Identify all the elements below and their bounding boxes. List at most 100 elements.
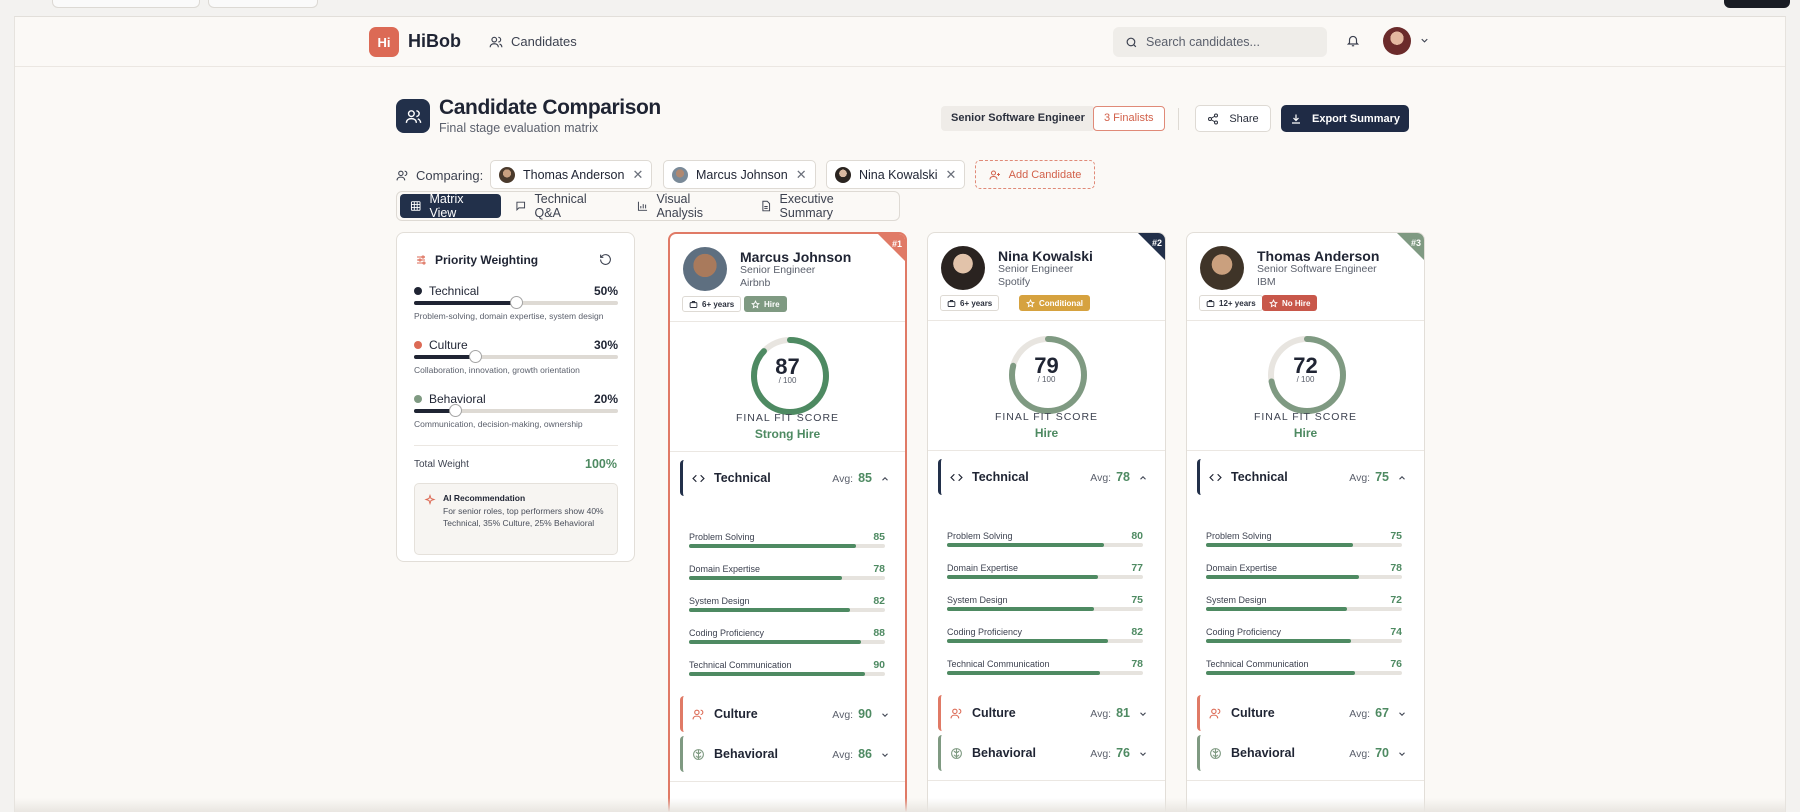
- tab-visual-analysis[interactable]: Visual Analysis: [627, 192, 746, 220]
- candidate-chip-marcus[interactable]: Marcus Johnson ✕: [663, 160, 816, 189]
- weight-name: Technical: [429, 284, 480, 298]
- category-behavioral[interactable]: Behavioral Avg: 86: [680, 736, 896, 772]
- divider: [670, 451, 905, 452]
- close-icon[interactable]: ✕: [795, 166, 807, 182]
- candidate-role: Senior Engineer: [998, 263, 1074, 275]
- subscore-row: Domain Expertise 78: [689, 563, 885, 580]
- chevron-down-icon[interactable]: [1419, 35, 1430, 46]
- browser-action-button[interactable]: [1724, 0, 1790, 8]
- candidate-role: Senior Software Engineer: [1257, 263, 1377, 275]
- category-behavioral[interactable]: Behavioral Avg: 70: [1197, 735, 1413, 771]
- add-candidate-button[interactable]: Add Candidate: [975, 160, 1095, 189]
- close-icon[interactable]: ✕: [945, 166, 957, 182]
- subscore-row: System Design 72: [1206, 594, 1402, 611]
- avg-value: 90: [858, 707, 872, 721]
- chevron-down-icon[interactable]: [880, 709, 890, 723]
- comparing-label: Comparing:: [396, 168, 483, 183]
- slider-thumb[interactable]: [510, 296, 523, 309]
- document-icon: [762, 200, 771, 212]
- category-technical[interactable]: Technical Avg: 78: [938, 459, 1154, 495]
- users-icon: [489, 36, 503, 47]
- candidate-chip-nina[interactable]: Nina Kowalski ✕: [826, 160, 966, 189]
- chevron-down-icon[interactable]: [1138, 708, 1148, 722]
- weight-row-culture: Culture 30% Collaboration, innovation, g…: [414, 338, 618, 375]
- divider: [928, 780, 1165, 781]
- avatar: [835, 166, 851, 183]
- category-technical[interactable]: Technical Avg: 85: [680, 460, 896, 496]
- subscore-label: Problem Solving: [1206, 531, 1272, 541]
- subscore-value: 88: [873, 627, 885, 639]
- rank-number: #2: [1151, 238, 1162, 248]
- hibob-logo[interactable]: Hi: [369, 27, 399, 57]
- culture-slider[interactable]: [414, 350, 618, 363]
- verdict-text: No Hire: [1282, 298, 1311, 308]
- final-fit-label: FINAL FIT SCORE: [735, 412, 840, 424]
- avg-value: 75: [1375, 470, 1389, 484]
- subscore-row: Problem Solving 85: [689, 531, 885, 548]
- reset-icon[interactable]: [599, 253, 612, 266]
- chip-label: Nina Kowalski: [859, 167, 938, 182]
- chevron-down-icon[interactable]: [1397, 748, 1407, 762]
- export-summary-button[interactable]: Export Summary: [1281, 105, 1409, 132]
- category-culture[interactable]: Culture Avg: 90: [680, 696, 896, 732]
- chevron-down-icon[interactable]: [880, 749, 890, 763]
- subscore-row: Problem Solving 75: [1206, 530, 1402, 547]
- category-average: Avg: 81: [1090, 706, 1130, 720]
- category-label: Culture: [972, 706, 1016, 720]
- category-culture[interactable]: Culture Avg: 67: [1197, 695, 1413, 731]
- briefcase-icon: [1206, 299, 1215, 307]
- chevron-down-icon[interactable]: [1138, 748, 1148, 762]
- subscore-fill: [947, 607, 1094, 611]
- share-button[interactable]: Share: [1195, 105, 1271, 132]
- category-average: Avg: 75: [1349, 470, 1389, 484]
- weight-row-technical: Technical 50% Problem-solving, domain ex…: [414, 284, 618, 321]
- subscore-value: 78: [873, 563, 885, 575]
- technical-slider[interactable]: [414, 296, 618, 309]
- chevron-down-icon[interactable]: [1397, 708, 1407, 722]
- browser-tab[interactable]: [52, 0, 200, 8]
- browser-tab[interactable]: [208, 0, 318, 8]
- subscore-fill: [689, 608, 850, 612]
- subscore-track: [947, 543, 1143, 547]
- close-icon[interactable]: ✕: [632, 166, 644, 182]
- tab-executive-summary[interactable]: Executive Summary: [750, 192, 896, 220]
- user-avatar[interactable]: [1383, 27, 1411, 55]
- avg-label: Avg:: [1349, 748, 1371, 760]
- avg-value: 67: [1375, 706, 1389, 720]
- category-label: Culture: [714, 707, 758, 721]
- bell-icon[interactable]: [1346, 33, 1360, 48]
- candidate-card[interactable]: #2 Nina Kowalski Senior Engineer Spotify…: [927, 232, 1166, 812]
- candidate-card[interactable]: #1 Marcus Johnson Senior Engineer Airbnb…: [668, 232, 907, 812]
- category-technical[interactable]: Technical Avg: 75: [1197, 459, 1413, 495]
- slider-thumb[interactable]: [448, 404, 462, 417]
- rank-corner: [1138, 233, 1165, 260]
- avg-value: 86: [858, 747, 872, 761]
- slider-thumb[interactable]: [469, 350, 483, 363]
- subscore-track: [1206, 607, 1402, 611]
- search-input[interactable]: Search candidates...: [1113, 27, 1327, 57]
- behavioral-slider[interactable]: [414, 404, 618, 417]
- category-label: Technical: [714, 471, 771, 485]
- weight-pct: 20%: [593, 392, 618, 406]
- chevron-up-icon[interactable]: [1138, 472, 1148, 486]
- behavioral-dot: [414, 395, 422, 403]
- brand-name: HiBob: [408, 31, 461, 51]
- avg-label: Avg:: [1090, 472, 1112, 484]
- category-culture[interactable]: Culture Avg: 81: [938, 695, 1154, 731]
- candidate-card[interactable]: #3 Thomas Anderson Senior Software Engin…: [1186, 232, 1425, 812]
- subscore-label: Domain Expertise: [689, 564, 761, 574]
- nav-candidates[interactable]: Candidates: [489, 34, 577, 49]
- category-behavioral[interactable]: Behavioral Avg: 76: [938, 735, 1154, 771]
- chevron-up-icon[interactable]: [1397, 472, 1407, 486]
- weighting-title-text: Priority Weighting: [435, 253, 539, 267]
- subscore-label: Coding Proficiency: [689, 628, 765, 638]
- chevron-up-icon[interactable]: [880, 473, 890, 487]
- tab-technical-qa[interactable]: Technical Q&A: [505, 192, 623, 220]
- subscore-label: Coding Proficiency: [947, 627, 1023, 637]
- subscore-label: Technical Communication: [689, 660, 792, 670]
- candidate-chip-thomas[interactable]: Thomas Anderson ✕: [490, 160, 653, 189]
- divider: [928, 450, 1165, 451]
- divider: [928, 320, 1165, 321]
- subscore-track: [689, 608, 885, 612]
- tab-matrix-view[interactable]: Matrix View: [400, 192, 502, 220]
